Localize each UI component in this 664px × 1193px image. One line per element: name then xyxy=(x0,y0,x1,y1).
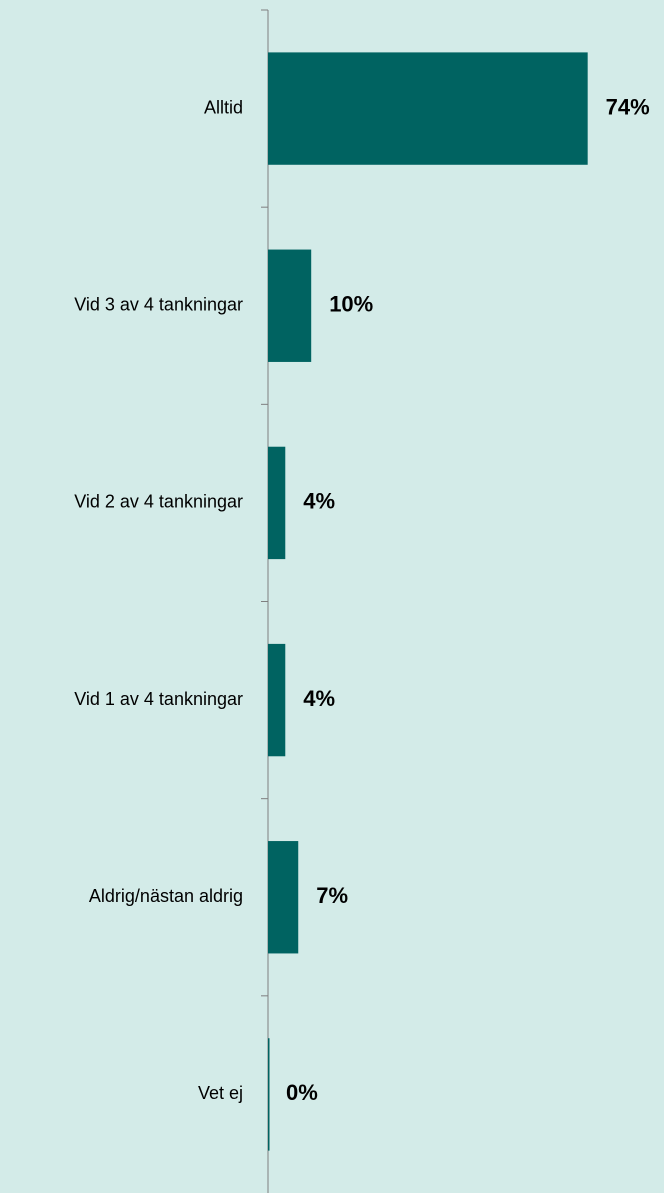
y-tick-label: Vid 3 av 4 tankningar xyxy=(74,295,243,315)
data-label: 0% xyxy=(286,1080,318,1105)
data-label: 10% xyxy=(329,292,373,317)
y-tick-label: Vid 2 av 4 tankningar xyxy=(74,492,243,512)
data-label: 4% xyxy=(303,686,335,711)
data-label: 4% xyxy=(303,489,335,514)
y-tick-label: Vid 1 av 4 tankningar xyxy=(74,689,243,709)
bar xyxy=(268,841,299,954)
bar xyxy=(268,643,286,757)
bar xyxy=(268,249,312,362)
bar xyxy=(268,52,588,165)
y-tick-label: Vet ej xyxy=(198,1083,243,1103)
data-label: 7% xyxy=(316,883,348,908)
y-tick-label: Alltid xyxy=(204,97,243,117)
data-label: 74% xyxy=(606,94,650,119)
y-tick-label: Aldrig/nästan aldrig xyxy=(89,886,243,906)
bar xyxy=(268,446,286,560)
bar xyxy=(268,1038,270,1151)
